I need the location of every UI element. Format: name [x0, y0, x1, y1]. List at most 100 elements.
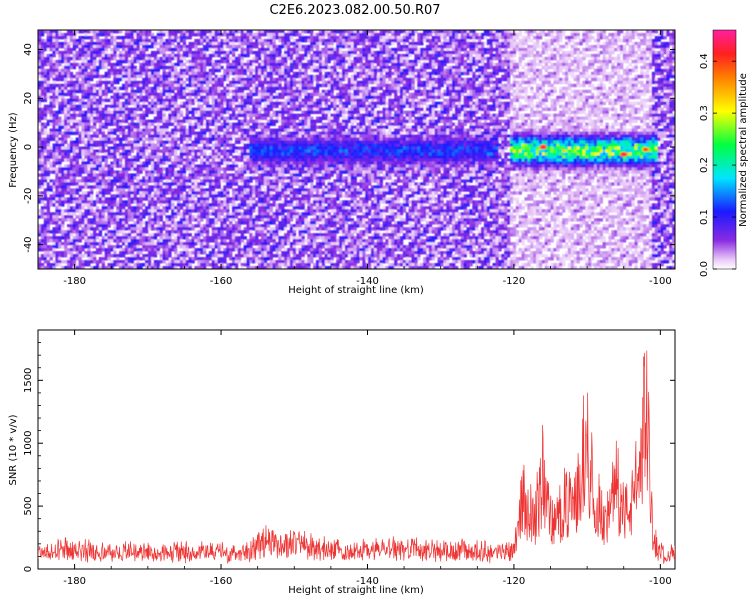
- heatmap-cell: [185, 92, 189, 97]
- heatmap-cell: [179, 122, 184, 126]
- heatmap-cell: [90, 71, 94, 76]
- heatmap-cell: [58, 89, 62, 94]
- heatmap-cell: [179, 152, 184, 156]
- heatmap-cell: [148, 62, 152, 67]
- heatmap-cell: [49, 74, 53, 79]
- heatmap-cell: [101, 167, 105, 171]
- heatmap-cell: [174, 251, 178, 255]
- heatmap-cell: [246, 107, 250, 112]
- heatmap-cell: [214, 146, 218, 150]
- heatmap-cell: [232, 236, 236, 240]
- heatmap-cell: [171, 248, 175, 252]
- heatmap-cell: [69, 230, 74, 234]
- heatmap-cell: [49, 62, 53, 67]
- heatmap-cell: [182, 104, 187, 109]
- heatmap-cell: [237, 101, 242, 106]
- heatmap-cell: [191, 30, 195, 34]
- heatmap-cell: [232, 59, 236, 64]
- heatmap-cell: [162, 248, 166, 252]
- heatmap-cell: [40, 137, 45, 141]
- heatmap-cell: [61, 260, 65, 264]
- heatmap-cell: [246, 113, 250, 118]
- heatmap-cell: [234, 128, 239, 132]
- heatmap-cell: [179, 113, 184, 118]
- heatmap-cell: [205, 44, 210, 49]
- heatmap-cell: [214, 74, 218, 79]
- heatmap-cell: [81, 203, 85, 207]
- heatmap-cell: [237, 191, 242, 195]
- heatmap-cell: [165, 179, 169, 183]
- heatmap-cell: [211, 146, 216, 150]
- heatmap-cell: [119, 155, 123, 159]
- heatmap-cell: [46, 92, 50, 97]
- heatmap-cell: [46, 251, 50, 255]
- heatmap-cell: [119, 227, 123, 231]
- heatmap-cell: [127, 53, 132, 58]
- heatmap-cell: [61, 155, 65, 159]
- heatmap-cell: [168, 233, 172, 237]
- heatmap-cell: [72, 155, 77, 159]
- heatmap-cell: [43, 227, 48, 231]
- heatmap-cell: [139, 200, 143, 204]
- heatmap-cell: [142, 59, 146, 64]
- heatmap-cell: [171, 218, 175, 222]
- heatmap-cell: [220, 224, 224, 228]
- heatmap-cell: [214, 101, 218, 106]
- heatmap-cell: [93, 245, 97, 249]
- heatmap-cell: [136, 179, 140, 183]
- heatmap-cell: [145, 125, 149, 129]
- heatmap-cell: [64, 134, 68, 138]
- heatmap-cell: [234, 89, 239, 94]
- heatmap-cell: [162, 128, 166, 132]
- heatmap-cell: [40, 215, 45, 219]
- heatmap-cell: [84, 89, 88, 94]
- heatmap-cell: [176, 62, 181, 67]
- heatmap-cell: [93, 56, 97, 61]
- heatmap-cell: [116, 119, 120, 124]
- heatmap-cell: [159, 41, 163, 46]
- heatmap-cell: [87, 191, 91, 195]
- heatmap-cell: [113, 173, 117, 177]
- heatmap-cell: [148, 254, 152, 258]
- heatmap-cell: [66, 176, 71, 180]
- heatmap-cell: [110, 32, 114, 37]
- heatmap-cell: [150, 266, 155, 269]
- heatmap-cell: [148, 239, 152, 243]
- heatmap-cell: [116, 236, 120, 240]
- heatmap-cell: [90, 185, 94, 189]
- heatmap-cell: [174, 44, 178, 49]
- heatmap-cell: [243, 194, 247, 198]
- heatmap-cell: [81, 98, 85, 103]
- heatmap-cell: [156, 188, 161, 192]
- heatmap-cell: [87, 44, 91, 49]
- heatmap-cell: [156, 50, 161, 55]
- heatmap-cell: [211, 68, 216, 73]
- heatmap-cell: [229, 47, 233, 52]
- heatmap-cell: [113, 194, 117, 198]
- heatmap-cell: [104, 59, 108, 64]
- heatmap-cell: [64, 47, 68, 52]
- heatmap-cell: [130, 266, 134, 269]
- heatmap-cell: [87, 155, 91, 159]
- heatmap-cell: [40, 185, 45, 189]
- heatmap-cell: [52, 101, 56, 106]
- heatmap-cell: [156, 263, 161, 267]
- heatmap-cell: [66, 155, 71, 159]
- heatmap-cell: [191, 146, 195, 150]
- heatmap-cell: [110, 140, 114, 144]
- heatmap-cell: [174, 125, 178, 129]
- heatmap-cell: [98, 209, 103, 213]
- heatmap-cell: [142, 254, 146, 258]
- heatmap-cell: [55, 65, 59, 70]
- heatmap-cell: [136, 104, 140, 109]
- heatmap-cell: [188, 158, 192, 162]
- heatmap-cell: [49, 185, 53, 189]
- heatmap-cell: [214, 179, 218, 183]
- heatmap-cell: [208, 80, 213, 85]
- heatmap-cell: [240, 86, 244, 91]
- heatmap-cell: [214, 149, 218, 153]
- heatmap-cell: [142, 215, 146, 219]
- heatmap-cell: [176, 182, 181, 186]
- heatmap-cell: [240, 194, 244, 198]
- heatmap-cell: [148, 242, 152, 246]
